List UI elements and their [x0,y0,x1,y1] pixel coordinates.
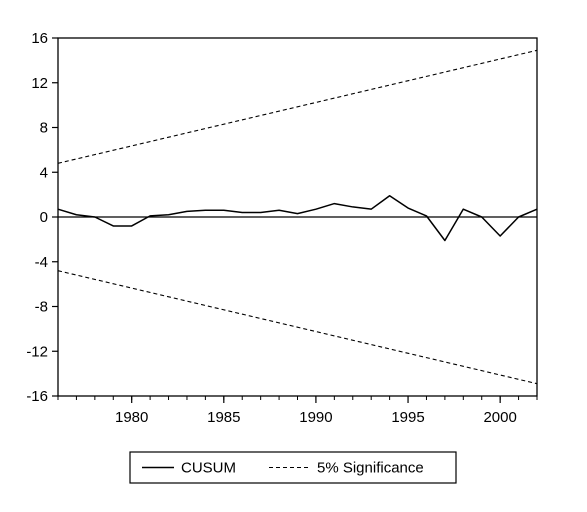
legend-label-significance: 5% Significance [317,460,424,477]
x-tick-label: 1995 [391,409,424,426]
x-tick-label: 1985 [207,409,240,426]
y-tick-label: -12 [26,343,48,360]
upper-significance-line [57,49,538,164]
axes: 16 12 8 4 0 -4 -8 -12 -16 1980 1985 1990 1995 2000 [26,30,538,426]
cusum-line [57,194,538,242]
y-tick-label: 0 [40,209,48,226]
x-tick-label: 2000 [483,409,516,426]
plot-area [57,49,538,385]
y-tick-label: -16 [26,388,48,405]
lower-significance-line [57,270,538,385]
legend: CUSUM 5% Significance [129,451,457,484]
y-tick-label: 8 [40,120,48,137]
legend-label-cusum: CUSUM [181,460,236,477]
y-tick-label: 12 [31,75,48,92]
x-tick-label: 1980 [115,409,148,426]
y-tick-label: -8 [35,299,48,316]
y-tick-label: -4 [35,254,48,271]
y-tick-label: 16 [31,30,48,47]
y-tick-label: 4 [40,164,48,181]
x-tick-label: 1990 [299,409,332,426]
